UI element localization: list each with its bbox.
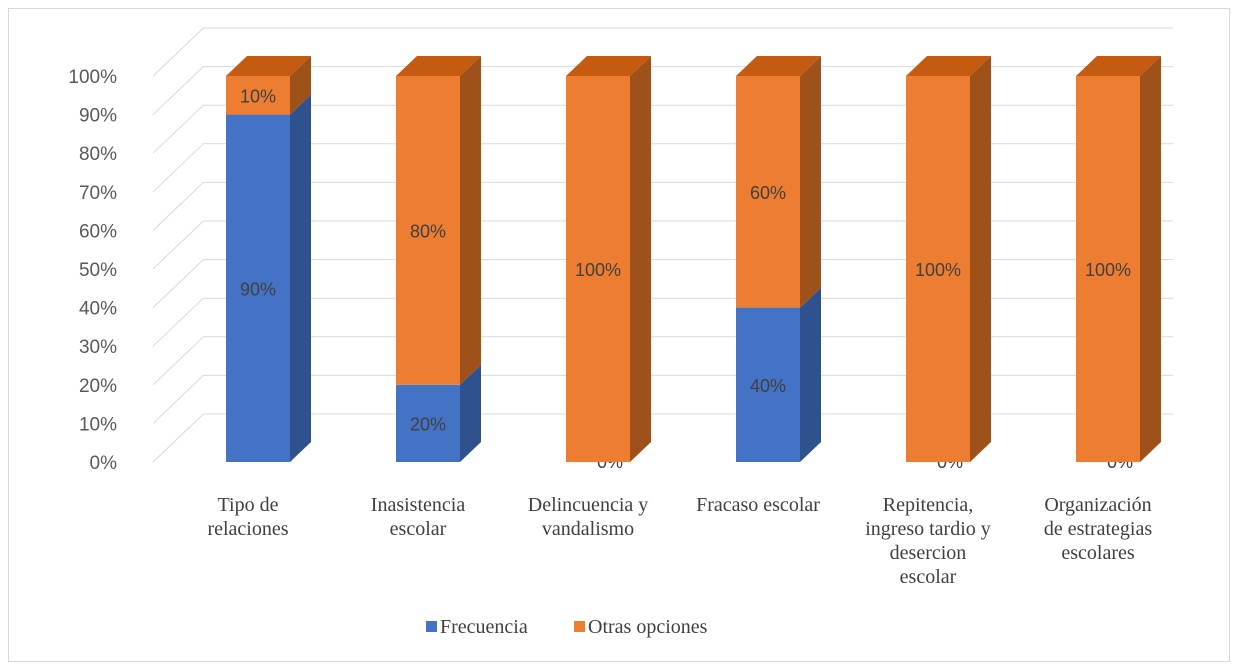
gridline-diagonal [152, 104, 204, 154]
category-label: Repitencia, [883, 494, 974, 516]
bar-top [226, 56, 311, 76]
bar-side [290, 94, 311, 462]
category-label: escolar [390, 518, 447, 540]
gridline-diagonal [152, 336, 204, 386]
bar-frecuencia [226, 114, 290, 462]
bar-otras-opciones [736, 76, 800, 308]
bar-top [736, 56, 821, 76]
bar-side [630, 56, 651, 462]
category-label: relaciones [207, 518, 288, 540]
bar-top [396, 56, 481, 76]
y-tick-label: 90% [79, 106, 117, 127]
gridline-diagonal [152, 66, 204, 115]
legend-label: Otras opciones [588, 616, 708, 638]
data-label: 90% [240, 279, 276, 299]
gridline-diagonal [152, 182, 204, 231]
bar-otras-opciones [566, 76, 630, 462]
stacked-3d-bar-chart: 0% 10% 20% 30% 40% 50% 60% 70% 80% 90% 100% 90% 10% T… [68, 27, 1173, 638]
category-label: escolares [1061, 542, 1135, 564]
bar-side [800, 56, 821, 308]
bar-side [1140, 56, 1161, 462]
bar-side [970, 56, 991, 462]
gridline-diagonal [152, 297, 204, 347]
bar-side [800, 287, 821, 462]
y-tick-label: 50% [79, 260, 117, 281]
chart-frame: 0% 10% 20% 30% 40% 50% 60% 70% 80% 90% 100% 90% 10% T… [8, 8, 1230, 662]
data-label: 60% [750, 183, 786, 203]
y-tick-label: 100% [68, 67, 117, 88]
category-label: de estrategias [1044, 518, 1152, 540]
category-label: vandalismo [542, 518, 634, 540]
bar-otras-opciones [1076, 76, 1140, 462]
bar-frecuencia [396, 384, 460, 462]
y-tick-label: 80% [79, 144, 117, 165]
y-tick-label: 10% [79, 414, 117, 435]
category-label: Delincuencia y [528, 494, 649, 516]
bar-otras-opciones [396, 76, 460, 385]
y-tick-label: 0% [90, 453, 118, 474]
bar-top [906, 56, 991, 76]
y-tick-label: 60% [79, 221, 117, 242]
gridline-diagonal [152, 143, 204, 193]
bar-top [566, 56, 651, 76]
legend-label: Frecuencia [440, 616, 528, 638]
y-tick-label: 30% [79, 337, 117, 358]
y-tick-label: 70% [79, 183, 117, 204]
bar-side [460, 56, 481, 385]
data-label: 100% [915, 260, 961, 280]
category-label: desercion [890, 542, 967, 564]
category-label: Tipo de [218, 494, 279, 516]
legend-swatch [426, 621, 437, 632]
category-label: ingreso tardio y [865, 518, 991, 540]
data-label: 20% [410, 414, 446, 434]
data-label: 100% [575, 260, 621, 280]
bar-side [290, 56, 311, 115]
y-tick-label: 20% [79, 376, 117, 397]
bar-side [460, 364, 481, 462]
data-label: 80% [410, 221, 446, 241]
gridline-diagonal [152, 413, 204, 463]
gridline-diagonal [152, 259, 204, 308]
data-label: 10% [240, 86, 276, 106]
data-label: 40% [750, 376, 786, 396]
bar-frecuencia [736, 307, 800, 462]
bar-otras-opciones [906, 76, 970, 462]
y-tick-label: 40% [79, 299, 117, 320]
category-label: Fracaso escolar [696, 494, 820, 516]
bar-top [1076, 56, 1161, 76]
gridline-diagonal [152, 27, 204, 77]
category-label: escolar [900, 566, 957, 588]
category-label: Organización [1044, 494, 1151, 516]
gridline-diagonal [152, 220, 204, 270]
bar-otras-opciones [226, 76, 290, 115]
category-label: Inasistencia [371, 494, 466, 516]
legend-swatch [574, 621, 585, 632]
gridline-diagonal [152, 375, 204, 424]
data-label: 100% [1085, 260, 1131, 280]
